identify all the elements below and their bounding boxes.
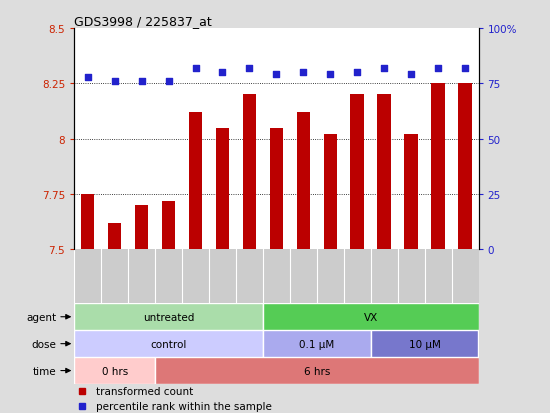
Bar bbox=[108, 223, 122, 250]
Bar bbox=[135, 206, 148, 250]
Bar bbox=[431, 84, 445, 250]
Point bbox=[138, 78, 146, 85]
Bar bbox=[74, 330, 263, 357]
Point bbox=[326, 72, 334, 78]
Text: 0 hrs: 0 hrs bbox=[102, 366, 128, 376]
Text: agent: agent bbox=[26, 312, 57, 322]
Text: 0.1 μM: 0.1 μM bbox=[299, 339, 334, 349]
Bar bbox=[263, 304, 478, 330]
Text: dose: dose bbox=[32, 339, 57, 349]
Bar bbox=[377, 95, 391, 250]
Bar bbox=[270, 128, 283, 250]
Point bbox=[407, 72, 416, 78]
Text: VX: VX bbox=[364, 312, 378, 322]
Bar bbox=[323, 135, 337, 250]
Point bbox=[353, 70, 362, 76]
Bar bbox=[74, 304, 263, 330]
Text: 6 hrs: 6 hrs bbox=[304, 366, 330, 376]
Text: time: time bbox=[33, 366, 57, 376]
Bar bbox=[189, 113, 202, 250]
Bar bbox=[216, 128, 229, 250]
Point bbox=[164, 78, 173, 85]
Text: untreated: untreated bbox=[143, 312, 194, 322]
Bar bbox=[162, 201, 175, 250]
Text: GDS3998 / 225837_at: GDS3998 / 225837_at bbox=[74, 15, 212, 28]
Point bbox=[191, 65, 200, 72]
Text: transformed count: transformed count bbox=[96, 386, 194, 396]
Text: percentile rank within the sample: percentile rank within the sample bbox=[96, 401, 272, 411]
Bar bbox=[74, 357, 155, 384]
Bar bbox=[296, 113, 310, 250]
Point bbox=[433, 65, 442, 72]
Point bbox=[84, 74, 92, 81]
Bar bbox=[350, 95, 364, 250]
Point bbox=[245, 65, 254, 72]
Bar bbox=[81, 195, 95, 250]
Text: 10 μM: 10 μM bbox=[409, 339, 441, 349]
Bar bbox=[371, 330, 478, 357]
Bar bbox=[458, 84, 472, 250]
Point bbox=[110, 78, 119, 85]
Bar bbox=[155, 357, 478, 384]
Point bbox=[460, 65, 469, 72]
Point bbox=[379, 65, 388, 72]
Point bbox=[272, 72, 280, 78]
Point bbox=[218, 70, 227, 76]
Bar bbox=[243, 95, 256, 250]
Point bbox=[299, 70, 308, 76]
Bar bbox=[404, 135, 418, 250]
Bar bbox=[263, 330, 371, 357]
Text: control: control bbox=[150, 339, 187, 349]
